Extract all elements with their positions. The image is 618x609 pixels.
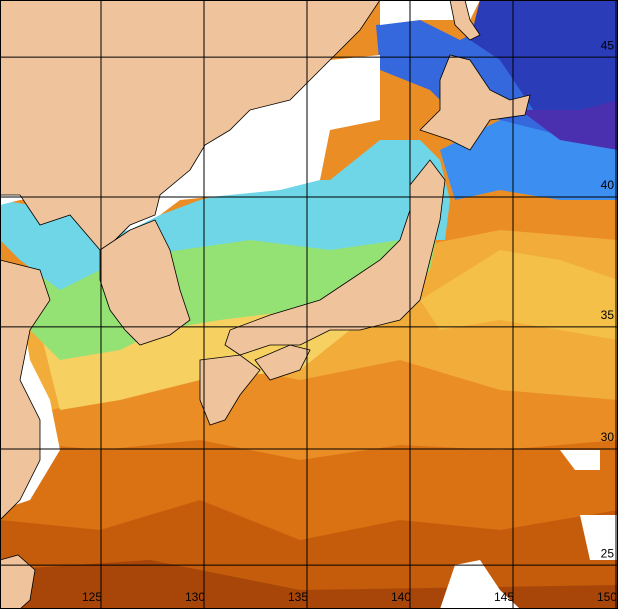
lon-label: 140 xyxy=(391,590,411,604)
lon-label: 150 xyxy=(597,590,617,604)
lon-label: 135 xyxy=(288,590,308,604)
lat-label: 30 xyxy=(601,430,615,444)
lat-label: 40 xyxy=(601,178,615,192)
land xyxy=(0,0,531,609)
lat-label: 35 xyxy=(601,308,615,322)
lat-label: 25 xyxy=(601,546,615,560)
lon-label: 145 xyxy=(494,590,514,604)
lon-label: 125 xyxy=(82,590,102,604)
lon-label: 130 xyxy=(185,590,205,604)
lat-label: 45 xyxy=(601,38,615,52)
